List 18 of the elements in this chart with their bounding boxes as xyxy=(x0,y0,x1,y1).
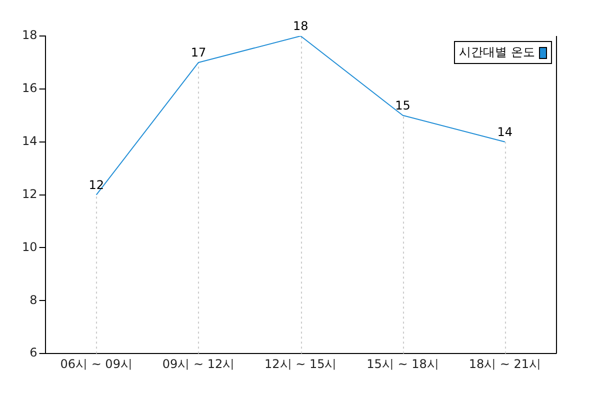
y-tick-label: 6 xyxy=(30,346,38,360)
x-tick-label: 06시 ~ 09시 xyxy=(60,356,132,371)
data-label: 14 xyxy=(497,124,513,139)
x-tick-label: 18시 ~ 21시 xyxy=(468,356,542,371)
y-tick-label: 18 xyxy=(22,28,38,42)
y-tick-label: 14 xyxy=(22,134,38,148)
data-label: 15 xyxy=(395,98,410,113)
y-tick-label: 10 xyxy=(22,240,38,254)
legend-label: 시간대별 온도 xyxy=(459,44,535,61)
x-tick-label: 15시 ~ 18시 xyxy=(366,356,439,371)
data-label: 17 xyxy=(190,46,206,60)
data-label: 12 xyxy=(88,178,104,192)
x-tick-label: 12시 ~ 15시 xyxy=(264,356,337,371)
x-tick-label: 09시 ~ 12시 xyxy=(162,356,235,371)
data-label: 18 xyxy=(292,19,308,34)
y-tick-label: 8 xyxy=(30,292,38,307)
y-tick-label: 16 xyxy=(22,81,38,96)
y-tick-label: 12 xyxy=(22,186,38,201)
